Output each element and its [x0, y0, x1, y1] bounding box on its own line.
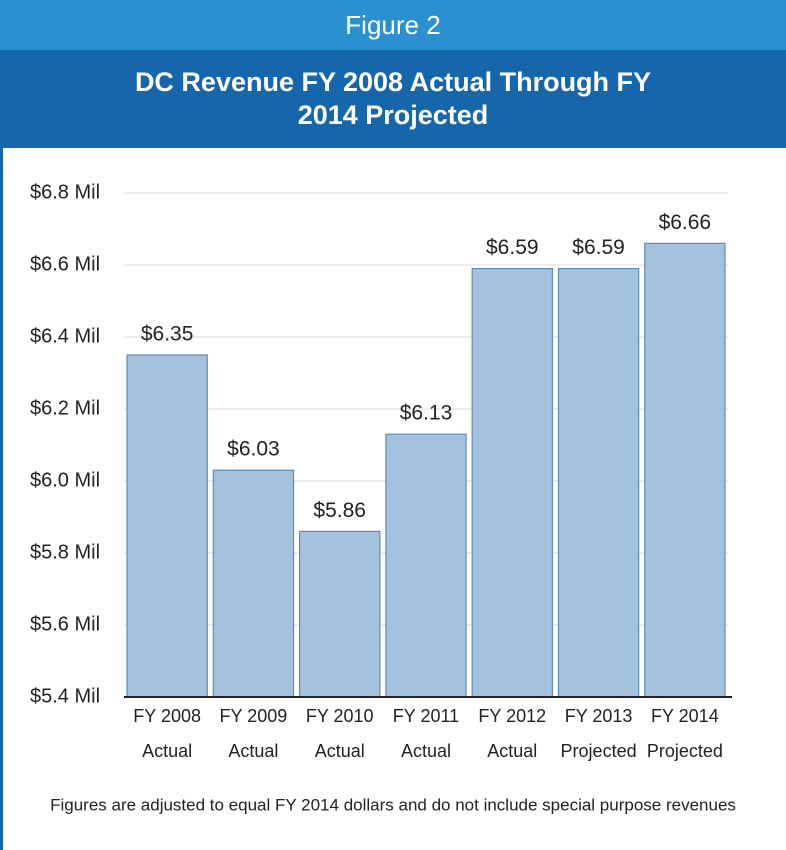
bar: [298, 530, 381, 698]
chart-title: DC Revenue FY 2008 Actual Through FY 201…: [134, 67, 652, 130]
x-tick-label: FY 2012 Actual: [478, 706, 546, 761]
left-border: [0, 148, 3, 850]
value-label: $6.35: [141, 323, 194, 346]
bar: [471, 268, 554, 698]
bar: [644, 242, 726, 698]
footnote: Figures are adjusted to equal FY 2014 do…: [50, 795, 736, 814]
x-tick-label: FY 2013 Projected: [561, 706, 637, 761]
y-tick-label: $5.6 Mil: [30, 613, 100, 635]
value-label: $6.59: [572, 236, 625, 259]
figure-label: Figure 2: [0, 0, 786, 50]
bar: [212, 469, 295, 698]
x-tick-label: FY 2008 Actual: [133, 706, 201, 761]
y-tick-label: $6.0 Mil: [30, 469, 100, 491]
y-tick-label: $6.8 Mil: [30, 181, 100, 203]
value-label: $6.59: [486, 236, 539, 259]
y-tick-label: $6.6 Mil: [30, 253, 100, 275]
title-band: DC Revenue FY 2008 Actual Through FY 201…: [0, 50, 786, 148]
x-tick-label: FY 2014 Projected: [647, 706, 723, 761]
value-label: $5.86: [313, 499, 366, 522]
bar: [557, 268, 640, 698]
x-tick-label: FY 2010 Actual: [306, 706, 374, 761]
value-label: $6.66: [659, 211, 712, 234]
y-tick-label: $5.8 Mil: [30, 541, 100, 563]
value-label: $6.13: [400, 402, 453, 425]
y-tick-label: $6.4 Mil: [30, 325, 100, 347]
y-tick-label: $6.2 Mil: [30, 397, 100, 419]
y-tick-label: $5.4 Mil: [30, 685, 100, 707]
bar: [385, 433, 467, 698]
x-tick-label: FY 2009 Actual: [220, 706, 288, 761]
x-tick-label: FY 2011 Actual: [393, 706, 459, 761]
value-label: $6.03: [227, 438, 280, 461]
bar: [126, 354, 208, 698]
